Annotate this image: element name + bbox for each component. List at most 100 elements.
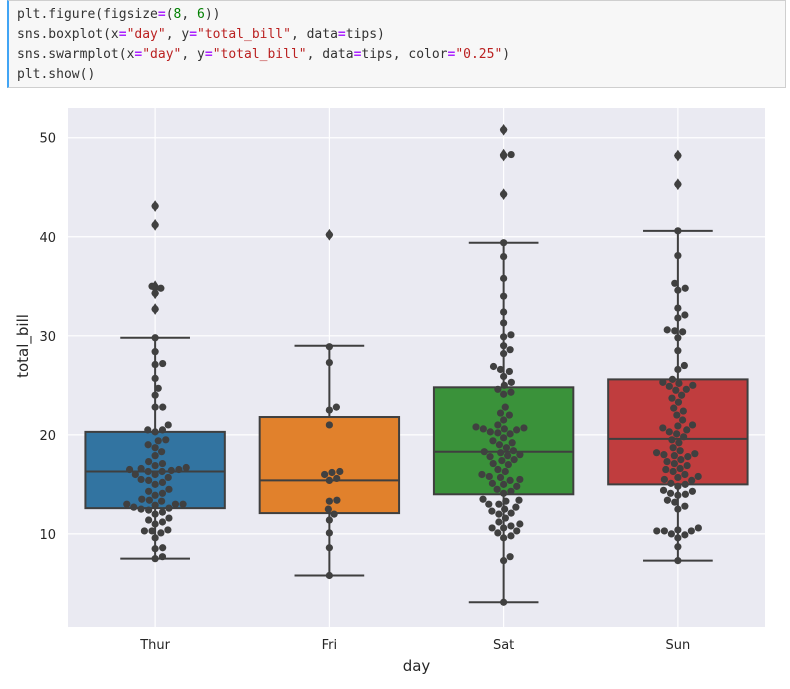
code-token: , data [290, 27, 338, 42]
swarm-point [675, 439, 683, 447]
swarm-point [179, 500, 187, 508]
swarm-point [151, 391, 159, 399]
swarm-point [672, 386, 680, 394]
swarm-point [515, 496, 523, 504]
swarm-point [674, 334, 682, 342]
swarm-point [325, 421, 333, 429]
swarm-point [494, 429, 502, 437]
code-cell[interactable]: plt.figure(figsize=(8, 6)) sns.boxplot(x… [7, 0, 786, 88]
swarm-point [505, 367, 513, 376]
swarm-point [665, 428, 673, 436]
swarm-point [144, 426, 152, 434]
swarm-point [325, 497, 333, 505]
swarm-point [689, 381, 697, 389]
code-token: "day" [126, 27, 166, 42]
swarm-point [674, 304, 682, 312]
code-token: ( [165, 7, 174, 22]
swarm-point [151, 444, 159, 452]
swarm-point [516, 451, 524, 459]
swarm-point [479, 425, 487, 433]
swarm-point [677, 456, 685, 464]
swarm-point [500, 390, 508, 398]
swarm-point [668, 394, 676, 402]
swarm-point [493, 485, 501, 493]
y-tick-label: 50 [39, 132, 56, 147]
swarm-point [675, 379, 683, 387]
swarm-point [151, 501, 159, 509]
swarm-point [151, 452, 159, 460]
swarm-point [502, 444, 511, 452]
swarm-point [472, 423, 480, 431]
swarm-point [674, 227, 682, 235]
swarm-point [145, 476, 153, 485]
swarm-points [123, 126, 702, 606]
code-token: = [337, 27, 346, 42]
swarm-point [507, 331, 515, 339]
box-fri [258, 416, 401, 515]
swarm-point [500, 342, 508, 350]
swarm-point [165, 485, 173, 493]
swarm-point [660, 527, 668, 535]
code-token: tips) [345, 27, 385, 42]
swarm-point [674, 422, 682, 430]
code-token: = [134, 47, 143, 62]
swarm-point [513, 527, 521, 535]
swarm-point [673, 411, 681, 419]
swarm-point [321, 470, 329, 479]
swarm-point [653, 527, 661, 535]
swarm-point [151, 545, 159, 553]
swarm-point [167, 466, 175, 475]
swarm-point [496, 365, 505, 374]
swarm-point [506, 476, 514, 485]
code-token: )) [204, 7, 221, 22]
swarm-point [674, 286, 682, 294]
swarm-point [507, 487, 515, 495]
swarm-point [500, 598, 508, 606]
swarm-point [151, 374, 159, 382]
swarm-point [145, 516, 153, 524]
code-token: "0.25" [455, 47, 503, 62]
swarm-point [516, 520, 524, 528]
swarm-point [123, 500, 131, 508]
swarm-point [674, 251, 682, 260]
swarm-point [506, 430, 514, 438]
swarm-point [507, 532, 515, 540]
swarm-point [674, 534, 682, 542]
swarm-point [151, 348, 159, 356]
swarm-point [145, 496, 153, 504]
swarm-point [496, 409, 505, 417]
code-token: "total_bill" [197, 27, 291, 42]
code-token: sns.swarmplot(x [17, 47, 135, 62]
swarm-point [159, 359, 167, 368]
swarm-point [671, 498, 679, 506]
swarm-point [158, 448, 166, 456]
swarm-point [330, 510, 338, 518]
swarm-point [486, 428, 494, 436]
code-line: sns.swarmplot(x="day", y="total_bill", d… [17, 45, 785, 65]
code-line: plt.show() [17, 65, 785, 85]
swarm-point [507, 150, 515, 159]
swarm-point [325, 406, 333, 414]
swarm-point [324, 505, 332, 513]
swarm-point [659, 486, 668, 494]
swarm-point [668, 375, 677, 383]
swarm-point [681, 490, 690, 498]
swarm-point [159, 544, 167, 552]
swarm-point [500, 489, 508, 497]
swarm-point [674, 482, 682, 490]
swarm-point [325, 358, 333, 367]
swarm-point [501, 514, 509, 522]
swarm-point [494, 385, 502, 393]
swarm-point [171, 500, 180, 508]
x-tick-label: Thur [139, 638, 170, 653]
swarm-point [500, 308, 508, 316]
swarm-point [512, 426, 521, 434]
code-token: = [118, 27, 127, 42]
swarm-point [489, 437, 497, 445]
swarm-point [158, 508, 167, 516]
swarm-point [663, 496, 672, 504]
swarm-point [683, 426, 691, 434]
swarm-point [130, 503, 138, 511]
swarm-point [325, 544, 333, 552]
swarm-point [500, 372, 508, 381]
